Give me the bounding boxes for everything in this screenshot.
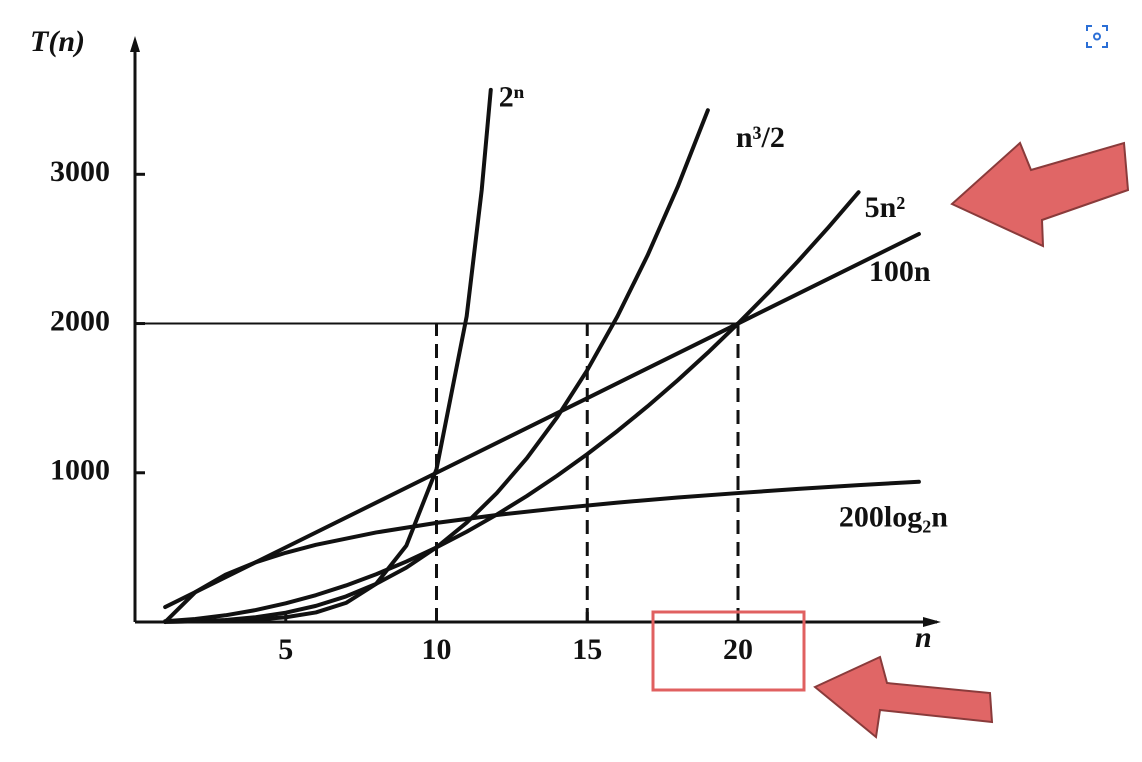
- line: [163, 479, 921, 624]
- highlight-box: [651, 610, 806, 692]
- y-tick-label: 3000: [50, 155, 110, 188]
- series-label: n³/2: [736, 121, 785, 154]
- x-axis-arrow: [923, 617, 941, 627]
- series-label: 5n²: [865, 191, 906, 224]
- y-tick-label: 1000: [50, 454, 110, 487]
- series-label: 2ⁿ: [499, 81, 525, 114]
- series-label: 200log₂n: [839, 501, 948, 534]
- scan-icon[interactable]: [1086, 25, 1108, 48]
- plot-area: 1000 2000 3000 5 10 15 20 2ⁿ n³/2 5n² 100n 200log₂n: [50, 36, 948, 666]
- x-tick-label: 20: [723, 633, 753, 666]
- arrow: [813, 655, 994, 739]
- x-tick-label: 5: [278, 633, 293, 666]
- line: [163, 190, 861, 624]
- x-tick-label: 10: [422, 633, 452, 666]
- arrow: [950, 141, 1130, 248]
- x-axis-title: n: [915, 621, 932, 654]
- y-axis-title: T(n): [30, 25, 85, 58]
- x-tick-label: 15: [572, 633, 602, 666]
- series-label: 100n: [869, 255, 931, 288]
- y-axis-arrow: [130, 36, 140, 52]
- y-tick-label: 2000: [50, 304, 110, 337]
- line: [163, 232, 921, 610]
